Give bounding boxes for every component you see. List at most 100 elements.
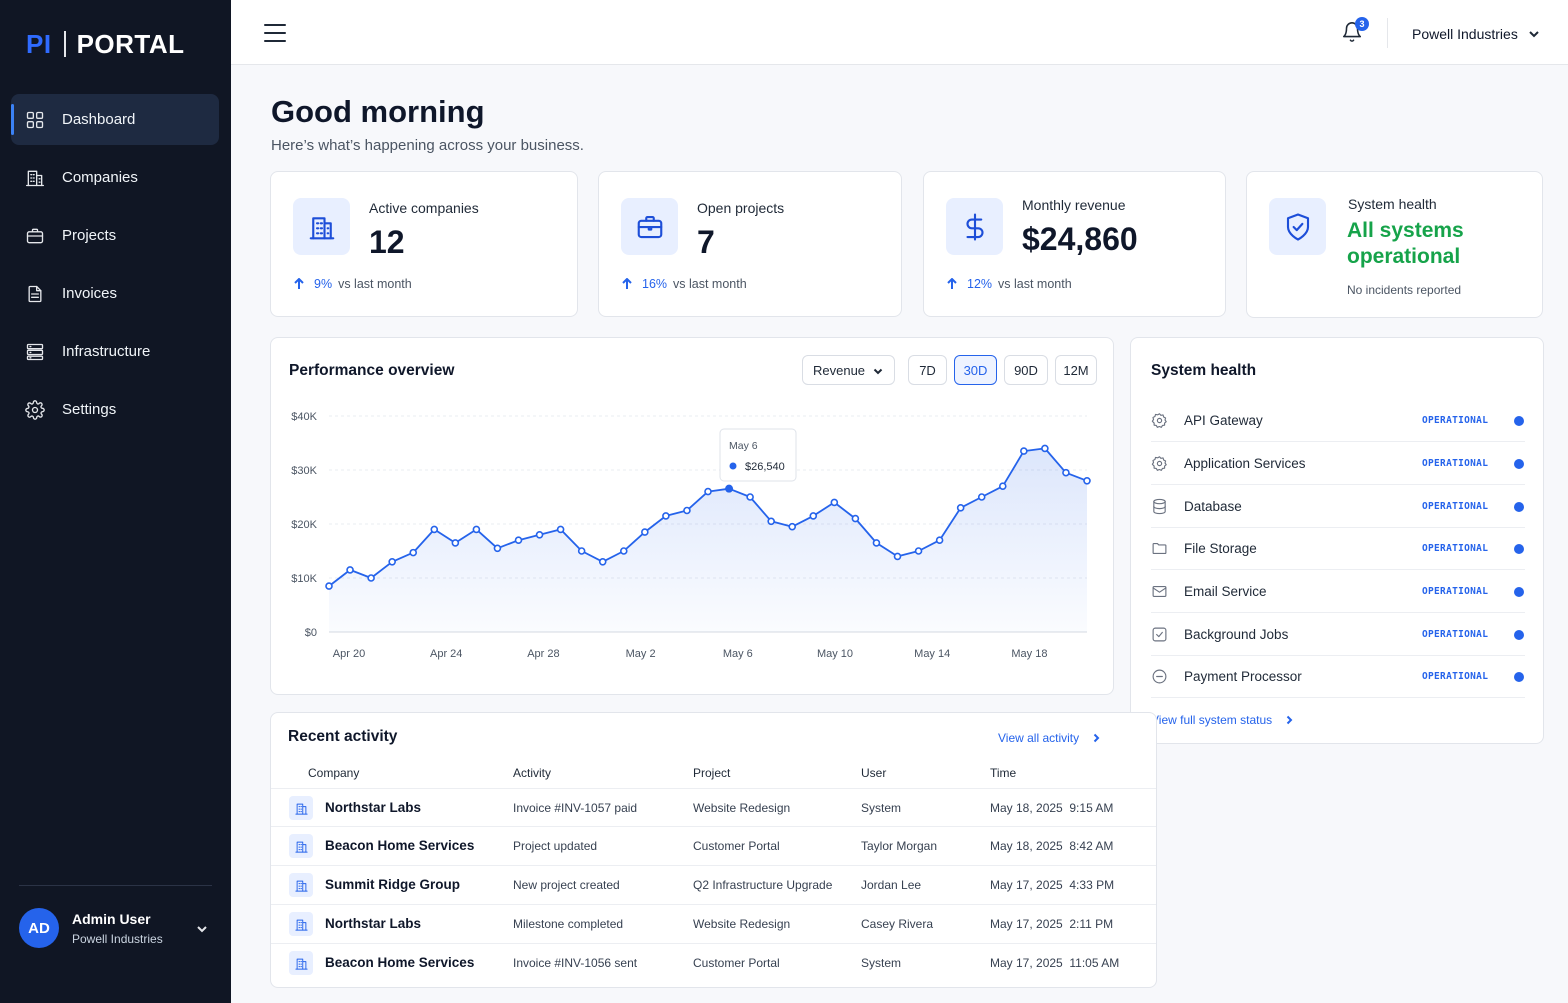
data-point — [683, 506, 691, 515]
data-point — [851, 514, 860, 523]
service-row-file-storage[interactable]: File Storage OPERATIONAL — [1151, 528, 1525, 570]
service-status: OPERATIONAL — [1422, 543, 1489, 554]
gear-icon — [1151, 413, 1167, 428]
system-health-note: No incidents reported — [1347, 283, 1462, 297]
service-row-application-services[interactable]: Application Services OPERATIONAL — [1151, 443, 1525, 485]
data-point — [388, 558, 396, 566]
panel-title: System health — [1151, 362, 1257, 379]
cell-activity: New project created — [513, 878, 620, 892]
chevron-down-icon — [197, 926, 207, 933]
cell-user: Taylor Morgan — [861, 839, 938, 853]
column-header-time[interactable]: Time — [990, 766, 1017, 780]
company-icon-box — [289, 796, 313, 820]
service-row-database[interactable]: Database OPERATIONAL — [1151, 486, 1525, 528]
range-button-90d[interactable]: 90D — [1004, 355, 1048, 385]
kpi-card-monthly-revenue[interactable]: Monthly revenue $24,860 12% vs last mont… — [923, 171, 1226, 317]
data-point — [556, 525, 565, 534]
data-point — [325, 582, 333, 590]
sidebar-item-companies[interactable]: Companies — [11, 152, 219, 203]
data-point — [1083, 477, 1091, 485]
revenue-chart[interactable]: $0 $10K $20K $30K $40K Apr 20 Apr 24 Apr 28 May … — [271, 338, 1115, 696]
portal-logo[interactable]: PI PORTAL — [26, 28, 185, 60]
building-icon — [26, 170, 44, 186]
view-all-activity-link[interactable]: View all activity — [998, 731, 1101, 745]
data-point — [893, 552, 902, 561]
data-point — [409, 548, 418, 557]
user-menu[interactable]: AD Admin User Powell Industries — [19, 907, 214, 949]
sidebar-item-invoices[interactable]: Invoices — [11, 268, 219, 319]
chevron-down-icon — [1529, 31, 1539, 38]
service-name: Database — [1184, 499, 1242, 514]
tooltip-dot — [729, 462, 737, 470]
kpi-card-system-health[interactable]: System health All systems operational No… — [1246, 171, 1543, 318]
sidebar-item-dashboard[interactable]: Dashboard — [11, 94, 219, 145]
view-system-status-link[interactable]: View full system status — [1151, 713, 1294, 727]
service-row-background-jobs[interactable]: Background Jobs OPERATIONAL — [1151, 614, 1525, 656]
table-row[interactable]: Summit Ridge Group New project created Q… — [271, 865, 1156, 904]
cell-company[interactable]: Summit Ridge Group — [325, 877, 460, 892]
organization-select[interactable]: Powell Industries — [1412, 24, 1540, 44]
status-dot — [1514, 458, 1524, 469]
cell-company[interactable]: Beacon Home Services — [325, 838, 475, 853]
table-row[interactable]: Northstar Labs Milestone completed Websi… — [271, 904, 1156, 943]
folder-icon — [1152, 542, 1167, 555]
logo-initials: PI — [26, 28, 52, 59]
column-header-company[interactable]: Company — [308, 766, 360, 780]
y-tick-label: $0 — [305, 627, 317, 639]
avatar: AD — [19, 908, 59, 948]
topbar: 3 Powell Industries — [231, 0, 1568, 65]
organization-name: Powell Industries — [1412, 26, 1518, 42]
notifications-button[interactable]: 3 — [1341, 17, 1369, 46]
data-point — [914, 547, 923, 555]
data-point — [641, 528, 649, 536]
table-row[interactable]: Beacon Home Services Invoice #INV-1056 s… — [271, 943, 1156, 982]
x-tick-label: Apr 20 — [333, 648, 365, 660]
service-name: Application Services — [1184, 456, 1306, 471]
tooltip-box — [719, 428, 797, 482]
logo-text: PORTAL — [76, 28, 185, 59]
clock-icon — [1152, 669, 1167, 684]
service-name: Payment Processor — [1184, 669, 1302, 684]
service-row-api-gateway[interactable]: API Gateway OPERATIONAL — [1151, 400, 1525, 442]
metric-select[interactable]: Revenue — [802, 355, 895, 385]
kpi-icon-box — [946, 198, 1003, 255]
sidebar-item-projects[interactable]: Projects — [11, 210, 219, 261]
metric-select-value: Revenue — [813, 362, 866, 378]
menu-toggle-button[interactable] — [264, 24, 286, 42]
sidebar-item-label: Settings — [62, 401, 117, 418]
column-header-user[interactable]: User — [861, 766, 887, 780]
column-header-project[interactable]: Project — [693, 766, 731, 780]
hamburger-line — [264, 40, 286, 42]
range-button-30d[interactable]: 30D — [954, 355, 997, 385]
server-icon — [26, 343, 44, 360]
service-row-email-service[interactable]: Email Service OPERATIONAL — [1151, 571, 1525, 613]
range-button-12m[interactable]: 12M — [1055, 355, 1097, 385]
kpi-delta: 16% vs last month — [621, 277, 747, 291]
status-dot — [1514, 586, 1524, 597]
kpi-card-open-projects[interactable]: Open projects 7 16% vs last month — [598, 171, 902, 317]
building-icon — [294, 841, 308, 853]
data-point — [746, 493, 754, 501]
service-row-payment-processor[interactable]: Payment Processor OPERATIONAL — [1151, 656, 1525, 698]
cell-project: Customer Portal — [693, 956, 780, 970]
page-title: Good morning — [271, 94, 485, 129]
cell-company[interactable]: Northstar Labs — [325, 800, 422, 815]
database-icon — [1153, 498, 1166, 515]
sidebar-item-settings[interactable]: Settings — [11, 384, 219, 435]
cell-company[interactable]: Beacon Home Services — [325, 955, 475, 970]
cell-activity: Project updated — [513, 839, 598, 853]
cell-user: System — [861, 956, 902, 970]
kpi-card-active-companies[interactable]: Active companies 12 9% vs last month — [270, 171, 578, 317]
data-point — [598, 558, 607, 566]
sidebar-item-infrastructure[interactable]: Infrastructure — [11, 326, 219, 377]
tooltip-date: May 6 — [729, 440, 758, 452]
service-status: OPERATIONAL — [1422, 629, 1489, 640]
table-row[interactable]: Northstar Labs Invoice #INV-1057 paid We… — [271, 788, 1156, 827]
range-button-7d[interactable]: 7D — [908, 355, 947, 385]
cell-company[interactable]: Northstar Labs — [325, 916, 422, 931]
sidebar-item-label: Dashboard — [62, 111, 136, 128]
table-row[interactable]: Beacon Home Services Project updated Cus… — [271, 826, 1156, 865]
y-tick-label: $40K — [291, 411, 317, 423]
company-icon-box — [289, 834, 313, 858]
column-header-activity[interactable]: Activity — [513, 766, 552, 780]
